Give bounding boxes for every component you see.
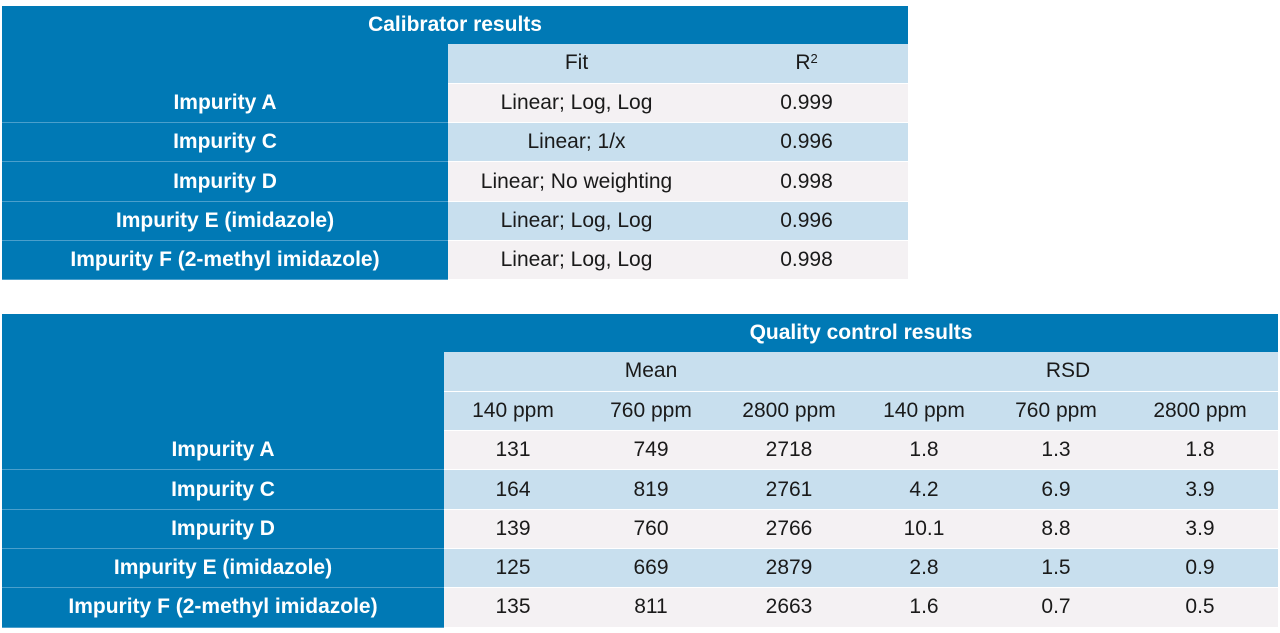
row-label: Impurity A	[2, 83, 448, 124]
table-row: Impurity F (2-methyl imidazole) Linear; …	[2, 240, 909, 281]
header-mean: Mean	[444, 352, 858, 392]
fit-cell: Linear; Log, Log	[448, 83, 705, 124]
table-row: Impurity D 139 760 2766 10.1 8.8 3.9	[2, 509, 1279, 549]
value-cell: 6.9	[990, 469, 1122, 510]
value-cell: 1.8	[858, 430, 990, 471]
row-label: Impurity A	[2, 430, 444, 471]
header-level: 140 ppm	[858, 391, 990, 432]
fit-cell: Linear; Log, Log	[448, 240, 705, 281]
r2-cell: 0.998	[705, 161, 909, 202]
qc-corner	[2, 352, 444, 392]
header-fit: Fit	[448, 44, 705, 84]
value-cell: 0.7	[990, 587, 1122, 628]
r2-cell: 0.996	[705, 201, 909, 241]
fit-cell: Linear; 1/x	[448, 122, 705, 163]
header-level: 140 ppm	[444, 391, 582, 432]
header-r2-text: R	[795, 51, 811, 75]
table-row: Impurity C 164 819 2761 4.2 6.9 3.9	[2, 469, 1279, 510]
value-cell: 819	[582, 469, 720, 510]
table-row: Impurity E (imidazole) Linear; Log, Log …	[2, 201, 909, 241]
table-row: Impurity C Linear; 1/x 0.996	[2, 122, 909, 163]
value-cell: 164	[444, 469, 582, 510]
row-label: Impurity C	[2, 122, 448, 163]
value-cell: 2663	[720, 587, 858, 628]
table-row: Impurity E (imidazole) 125 669 2879 2.8 …	[2, 548, 1279, 589]
table-row: Impurity A 131 749 2718 1.8 1.3 1.8	[2, 430, 1279, 471]
value-cell: 2766	[720, 509, 858, 549]
value-cell: 0.9	[1122, 548, 1279, 589]
value-cell: 760	[582, 509, 720, 549]
calibrator-corner	[2, 44, 448, 84]
value-cell: 2761	[720, 469, 858, 510]
value-cell: 3.9	[1122, 509, 1279, 549]
value-cell: 0.5	[1122, 587, 1279, 628]
row-label: Impurity D	[2, 509, 444, 549]
value-cell: 669	[582, 548, 720, 589]
table-row: Impurity D Linear; No weighting 0.998	[2, 161, 909, 202]
row-label: Impurity E (imidazole)	[2, 548, 444, 589]
quality-control-results-table: Quality control results Mean RSD 140 ppm…	[2, 314, 1279, 628]
header-level: 2800 ppm	[1122, 391, 1279, 432]
r2-cell: 0.998	[705, 240, 909, 281]
table-row: Impurity A Linear; Log, Log 0.999	[2, 83, 909, 124]
header-level: 2800 ppm	[720, 391, 858, 432]
qc-title: Quality control results	[444, 314, 1279, 352]
fit-cell: Linear; Log, Log	[448, 201, 705, 241]
value-cell: 10.1	[858, 509, 990, 549]
row-label: Impurity C	[2, 469, 444, 510]
header-r2: R2	[705, 44, 909, 84]
calibrator-results-table: Calibrator results Fit R2 Impurity A Lin…	[2, 6, 909, 281]
row-label: Impurity E (imidazole)	[2, 201, 448, 241]
value-cell: 8.8	[990, 509, 1122, 549]
value-cell: 3.9	[1122, 469, 1279, 510]
fit-cell: Linear; No weighting	[448, 161, 705, 202]
value-cell: 2718	[720, 430, 858, 471]
value-cell: 139	[444, 509, 582, 549]
value-cell: 4.2	[858, 469, 990, 510]
value-cell: 131	[444, 430, 582, 471]
table-row: Impurity F (2-methyl imidazole) 135 811 …	[2, 587, 1279, 628]
qc-corner	[2, 314, 444, 352]
qc-corner	[2, 391, 444, 431]
calibrator-title: Calibrator results	[2, 6, 909, 44]
header-level: 760 ppm	[582, 391, 720, 432]
header-r2-superscript: 2	[810, 51, 818, 67]
header-rsd: RSD	[858, 352, 1279, 392]
value-cell: 125	[444, 548, 582, 589]
value-cell: 2879	[720, 548, 858, 589]
r2-cell: 0.996	[705, 122, 909, 163]
value-cell: 1.6	[858, 587, 990, 628]
r2-cell: 0.999	[705, 83, 909, 124]
row-label: Impurity D	[2, 161, 448, 202]
value-cell: 2.8	[858, 548, 990, 589]
value-cell: 811	[582, 587, 720, 628]
value-cell: 1.3	[990, 430, 1122, 471]
value-cell: 135	[444, 587, 582, 628]
value-cell: 749	[582, 430, 720, 471]
row-label: Impurity F (2-methyl imidazole)	[2, 587, 444, 628]
value-cell: 1.8	[1122, 430, 1279, 471]
header-level: 760 ppm	[990, 391, 1122, 432]
value-cell: 1.5	[990, 548, 1122, 589]
row-label: Impurity F (2-methyl imidazole)	[2, 240, 448, 281]
